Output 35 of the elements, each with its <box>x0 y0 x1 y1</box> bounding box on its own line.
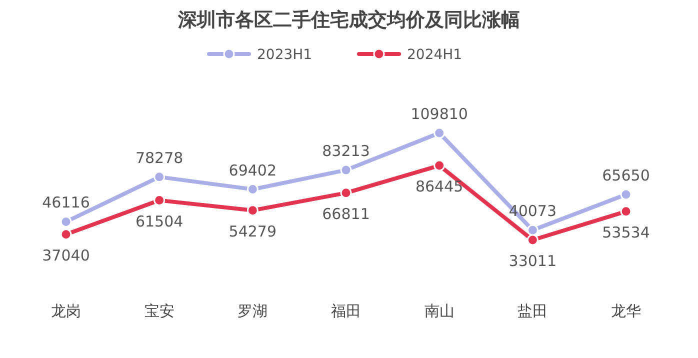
point <box>434 160 446 172</box>
data-label: 66811 <box>322 204 370 223</box>
legend-label: 2023H1 <box>257 47 312 63</box>
point <box>246 204 258 216</box>
x-tick-label: 盐田 <box>518 302 548 320</box>
x-tick-label: 罗湖 <box>238 302 268 320</box>
point <box>620 188 632 200</box>
point <box>526 224 538 236</box>
point <box>340 187 352 199</box>
data-label: 65650 <box>602 166 650 185</box>
data-label: 109810 <box>410 105 468 123</box>
x-tick-label: 宝安 <box>144 302 174 320</box>
data-label: 61504 <box>135 212 184 230</box>
point <box>154 171 166 183</box>
point <box>526 234 538 246</box>
data-label: 54279 <box>228 222 277 240</box>
data-label: 33011 <box>508 252 557 270</box>
data-label: 53534 <box>602 223 650 242</box>
x-tick-label: 南山 <box>424 302 454 320</box>
data-label: 37040 <box>42 246 90 264</box>
x-tick-label: 福田 <box>331 302 361 320</box>
x-tick-label: 龙岗 <box>51 302 81 320</box>
data-label: 69402 <box>228 161 277 180</box>
legend-label: 2024H1 <box>407 47 462 63</box>
chart-title: 深圳市各区二手住宅成交均价及同比涨幅 <box>177 9 520 31</box>
data-label: 46116 <box>42 194 90 212</box>
x-tick-label: 龙华 <box>611 302 641 320</box>
point <box>620 206 632 218</box>
point <box>340 164 352 176</box>
data-label: 40073 <box>508 202 557 220</box>
data-label: 83213 <box>322 142 370 160</box>
point <box>434 127 446 139</box>
point <box>60 228 72 240</box>
data-label: 86445 <box>415 178 464 196</box>
data-label: 78278 <box>135 148 184 167</box>
